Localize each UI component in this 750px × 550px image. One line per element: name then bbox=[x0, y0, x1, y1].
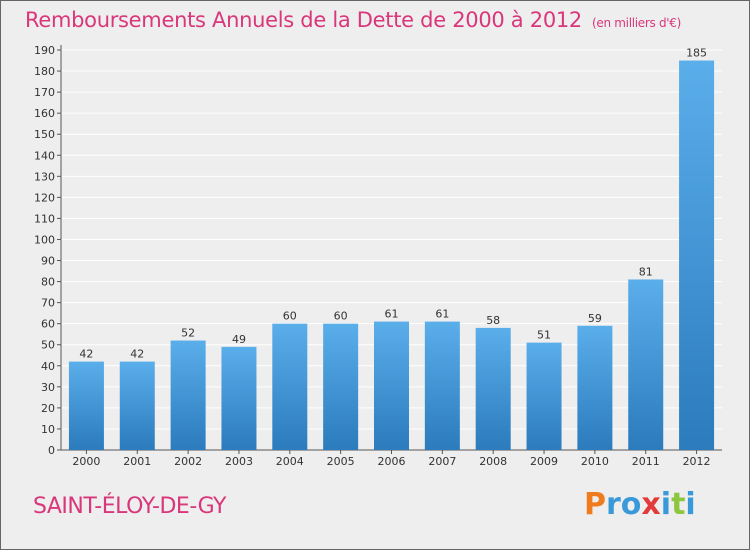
x-tick-label: 2005 bbox=[327, 455, 355, 468]
chart-unit: (en milliers d'€) bbox=[592, 16, 682, 30]
bar bbox=[475, 327, 511, 450]
bar bbox=[424, 321, 460, 450]
logo-letter: o bbox=[620, 487, 642, 522]
y-tick-label: 150 bbox=[34, 128, 55, 141]
y-tick-label: 140 bbox=[34, 149, 55, 162]
bar-value-labels: 42 42 52 49 60 60 61 61 58 51 59 81 185 bbox=[79, 47, 707, 361]
logo-letter: i bbox=[660, 487, 672, 522]
chart-title: Remboursements Annuels de la Dette de 20… bbox=[25, 8, 681, 32]
y-tick-label: 170 bbox=[34, 86, 55, 99]
bar-value-label: 51 bbox=[537, 329, 551, 342]
y-tick-label: 160 bbox=[34, 107, 55, 120]
y-tick-label: 40 bbox=[41, 360, 55, 373]
y-tick-label: 0 bbox=[48, 444, 55, 457]
chart-title-text: Remboursements Annuels de la Dette de 20… bbox=[25, 8, 582, 32]
x-tick-label: 2003 bbox=[225, 455, 253, 468]
bars bbox=[68, 60, 715, 451]
bar bbox=[68, 361, 104, 450]
bar-value-label: 49 bbox=[232, 333, 246, 346]
y-tick-label: 100 bbox=[34, 233, 55, 246]
x-tick-label: 2007 bbox=[428, 455, 456, 468]
x-tick-label: 2008 bbox=[479, 455, 507, 468]
x-tick-label: 2004 bbox=[276, 455, 304, 468]
bar-value-label: 42 bbox=[130, 348, 144, 361]
x-tick-label: 2011 bbox=[632, 455, 660, 468]
commune-name: SAINT-ÉLOY-DE-GY bbox=[33, 494, 226, 519]
logo-letter: i bbox=[685, 487, 696, 522]
x-tick-label: 2006 bbox=[378, 455, 406, 468]
bar bbox=[628, 279, 664, 450]
bar bbox=[577, 325, 613, 450]
bar-value-label: 61 bbox=[385, 308, 399, 321]
bar bbox=[374, 321, 409, 450]
logo-letter: P bbox=[584, 487, 606, 522]
bar-value-label: 81 bbox=[639, 265, 653, 278]
bar-value-label: 61 bbox=[435, 308, 449, 321]
x-tick-label: 2000 bbox=[72, 455, 100, 468]
bar-value-label: 59 bbox=[588, 312, 602, 325]
y-tick-labels: 0 10 20 30 40 50 60 70 80 90 100 110 120 130 140 150 160… bbox=[34, 44, 55, 457]
logo-letter: t bbox=[671, 487, 686, 522]
logo-letter: x bbox=[641, 487, 661, 522]
bar-value-label: 185 bbox=[686, 47, 707, 60]
bar-value-label: 52 bbox=[181, 327, 195, 340]
x-tick-label: 2010 bbox=[581, 455, 609, 468]
bar bbox=[679, 60, 715, 451]
y-tick-label: 130 bbox=[34, 170, 55, 183]
x-tick-label: 2012 bbox=[683, 455, 711, 468]
bar-value-label: 60 bbox=[283, 310, 297, 323]
y-tick-label: 180 bbox=[34, 65, 55, 78]
bar bbox=[170, 340, 206, 450]
x-tick-labels: 2000 2001 2002 2003 2004 2005 2006 2007 2008 2009… bbox=[72, 455, 710, 468]
y-tick-label: 190 bbox=[34, 44, 55, 57]
bar-value-label: 58 bbox=[486, 314, 500, 327]
bar bbox=[323, 323, 359, 450]
bar-value-label: 42 bbox=[79, 348, 93, 361]
bar-value-label: 60 bbox=[334, 310, 348, 323]
y-tick-label: 50 bbox=[41, 339, 55, 352]
y-tick-label: 70 bbox=[41, 297, 55, 310]
y-tick-label: 80 bbox=[41, 276, 55, 289]
y-tick-label: 90 bbox=[41, 255, 55, 268]
y-tick-label: 120 bbox=[34, 191, 55, 204]
y-tick-label: 20 bbox=[41, 402, 55, 415]
bar bbox=[221, 346, 257, 450]
y-tick-label: 30 bbox=[41, 381, 55, 394]
x-tick-label: 2009 bbox=[530, 455, 558, 468]
x-tick-label: 2002 bbox=[174, 455, 202, 468]
y-tick-label: 60 bbox=[41, 318, 55, 331]
y-tick-label: 10 bbox=[41, 423, 55, 436]
logo-letter: r bbox=[606, 487, 621, 522]
bar bbox=[526, 342, 562, 450]
proxiti-logo: Proxiti bbox=[584, 487, 696, 522]
y-tick-label: 110 bbox=[34, 212, 55, 225]
bar bbox=[119, 361, 155, 450]
x-tick-label: 2001 bbox=[123, 455, 151, 468]
bar bbox=[272, 323, 308, 450]
